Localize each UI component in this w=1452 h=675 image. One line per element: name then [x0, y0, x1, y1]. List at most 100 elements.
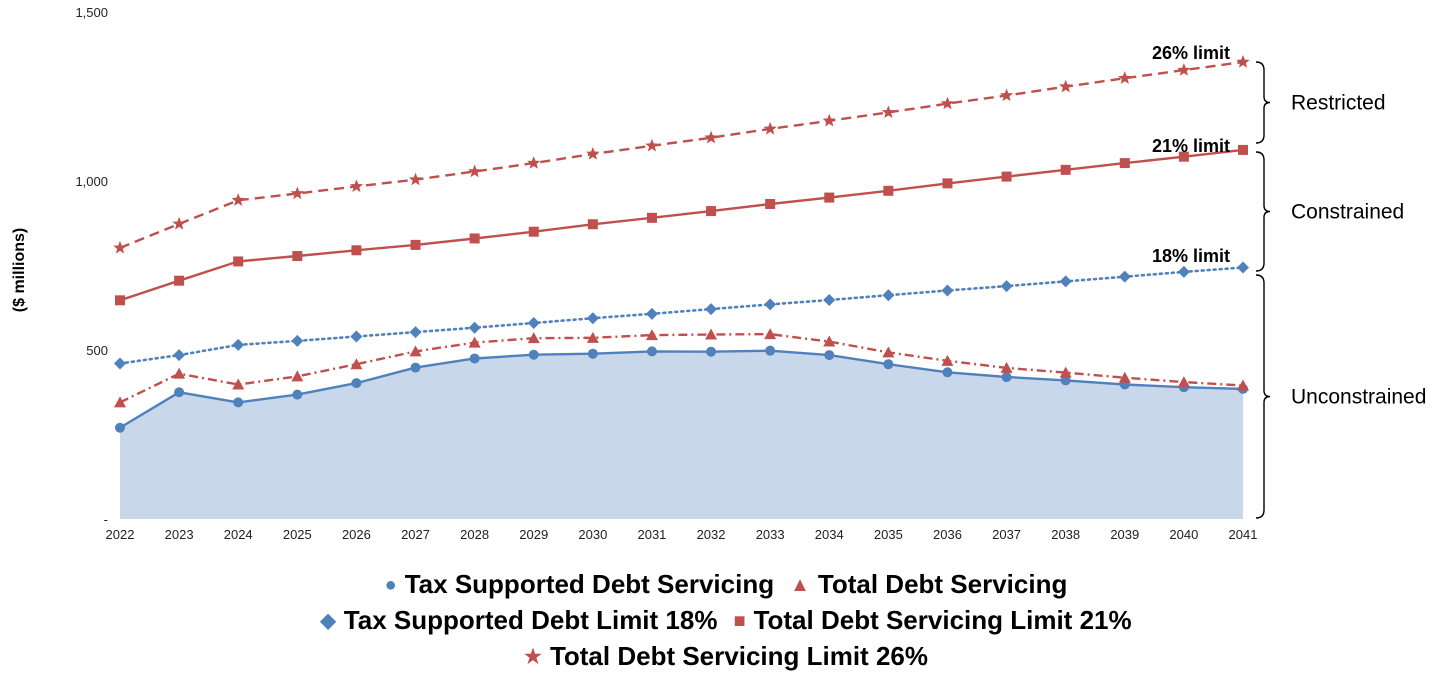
data-point-total-debt-servicing-limit-21: [1178, 151, 1189, 162]
data-point-tax-supported-debt-limit-18: [882, 289, 895, 302]
data-point-tax-supported-debt-limit-18: [1118, 270, 1131, 283]
data-point-tax-supported-debt-limit-18: [1237, 261, 1249, 274]
data-point-total-debt-servicing: [232, 378, 245, 390]
x-tick-label: 2040: [1169, 527, 1198, 542]
data-point-total-debt-servicing-limit-26: [999, 88, 1014, 102]
series-line-tax-supported-debt-servicing: [119, 349, 1244, 429]
data-point-tax-supported-debt-limit-18: [823, 293, 836, 306]
data-point-tax-supported-debt-limit-18: [114, 357, 126, 370]
data-point-tax-supported-debt-servicing: [824, 350, 835, 361]
legend-label: Tax Supported Debt Servicing: [404, 569, 775, 599]
data-point-tax-supported-debt-servicing: [1060, 375, 1071, 386]
data-point-total-debt-servicing: [527, 332, 540, 344]
data-point-total-debt-servicing-limit-21: [706, 206, 717, 217]
series-line-total-debt-servicing-limit-26: [119, 60, 1244, 250]
bracket-constrained: [1255, 151, 1271, 272]
data-point-total-debt-servicing: [823, 335, 836, 347]
data-point-total-debt-servicing: [409, 345, 422, 357]
data-point-total-debt-servicing-limit-21: [765, 198, 776, 209]
data-point-tax-supported-debt-servicing: [233, 397, 244, 408]
legend-marker-icon: ▲: [790, 574, 810, 596]
data-point-total-debt-servicing-limit-26: [231, 193, 245, 206]
data-point-total-debt-servicing: [1118, 371, 1131, 383]
legend-item: ★ Total Debt Servicing Limit 26%: [524, 638, 928, 675]
legend-marker-icon: ●: [384, 574, 397, 596]
data-point-tax-supported-debt-limit-18: [350, 330, 363, 343]
y-tick-label: 500: [86, 343, 108, 358]
data-point-tax-supported-debt-limit-18: [291, 334, 304, 347]
area-layer: [120, 350, 1243, 519]
data-point-total-debt-servicing-limit-26: [290, 186, 304, 200]
legend-marker-icon: ★: [524, 646, 542, 668]
legend-item: ● Tax Supported Debt Servicing: [385, 566, 774, 603]
legend-row: ◆ Tax Supported Debt Limit 18% ■ Total Debt…: [0, 602, 1452, 638]
data-point-total-debt-servicing-limit-26: [527, 156, 541, 169]
legend-marker-icon: ■: [733, 610, 746, 632]
series-line-tax-supported-debt-limit-18: [118, 266, 1245, 365]
marker-layer: [113, 55, 1250, 433]
series-line-total-debt-servicing-limit-21: [119, 148, 1244, 302]
legend-item: ■ Total Debt Servicing Limit 21%: [733, 602, 1131, 639]
y-tick-label: 1,000: [75, 174, 108, 189]
limit-label: 26% limit: [1152, 43, 1230, 63]
x-tick-label: 2032: [697, 527, 726, 542]
data-point-total-debt-servicing-limit-26: [408, 172, 423, 186]
bracket-label: Unconstrained: [1291, 386, 1426, 409]
series-line-total-debt-servicing: [119, 332, 1244, 404]
data-point-total-debt-servicing: [350, 358, 363, 370]
data-point-total-debt-servicing-limit-26: [1236, 55, 1250, 68]
data-point-total-debt-servicing-limit-21: [292, 251, 303, 262]
data-point-total-debt-servicing-limit-21: [646, 212, 657, 223]
data-point-tax-supported-debt-servicing: [469, 353, 480, 364]
legend-item: ◆ Tax Supported Debt Limit 18%: [320, 602, 717, 639]
data-point-total-debt-servicing-limit-21: [587, 219, 598, 230]
data-point-tax-supported-debt-servicing: [351, 378, 362, 389]
data-point-tax-supported-debt-limit-18: [764, 298, 777, 311]
y-tick-label: 1,500: [75, 5, 108, 20]
x-tick-label: 2033: [756, 527, 785, 542]
data-point-tax-supported-debt-servicing: [942, 367, 953, 378]
data-point-tax-supported-debt-limit-18: [1000, 280, 1013, 293]
x-tick-label: 2029: [519, 527, 548, 542]
legend-row: ★ Total Debt Servicing Limit 26%: [0, 638, 1452, 674]
legend-row: ● Tax Supported Debt Servicing ▲ Total Debt…: [0, 566, 1452, 602]
axis-layer: - 500 1,000 1,500 ($ millions) 2022 2023 2024 20…: [11, 5, 1257, 542]
x-tick-label: 2028: [460, 527, 489, 542]
data-point-total-debt-servicing-limit-26: [822, 113, 836, 127]
data-point-tax-supported-debt-limit-18: [705, 303, 718, 316]
data-point-total-debt-servicing-limit-26: [468, 164, 482, 178]
data-point-tax-supported-debt-servicing: [706, 346, 717, 357]
legend-item: ▲ Total Debt Servicing: [790, 566, 1067, 603]
data-point-total-debt-servicing-limit-26: [113, 240, 127, 254]
data-point-total-debt-servicing-limit-21: [1001, 171, 1012, 182]
x-tick-label: 2037: [992, 527, 1021, 542]
data-point-total-debt-servicing-limit-21: [528, 226, 539, 237]
x-tick-label: 2031: [637, 527, 666, 542]
data-point-tax-supported-debt-servicing: [528, 349, 539, 360]
x-tick-label: 2041: [1229, 527, 1258, 542]
data-point-total-debt-servicing-limit-26: [763, 121, 777, 135]
data-point-total-debt-servicing-limit-26: [940, 96, 955, 110]
data-point-tax-supported-debt-limit-18: [645, 307, 658, 320]
data-point-total-debt-servicing-limit-21: [351, 245, 362, 256]
data-point-tax-supported-debt-servicing: [883, 359, 894, 370]
data-point-tax-supported-debt-servicing: [115, 422, 125, 433]
data-point-tax-supported-debt-limit-18: [232, 338, 245, 351]
x-tick-label: 2036: [933, 527, 962, 542]
data-point-total-debt-servicing-limit-26: [881, 105, 895, 118]
data-point-total-debt-servicing-limit-21: [410, 239, 421, 250]
legend-label: Tax Supported Debt Limit 18%: [343, 605, 718, 635]
data-point-tax-supported-debt-limit-18: [1059, 275, 1072, 288]
data-point-total-debt-servicing: [645, 329, 658, 341]
legend-label: Total Debt Servicing Limit 26%: [549, 641, 928, 671]
data-point-tax-supported-debt-limit-18: [409, 326, 422, 339]
data-point-total-debt-servicing-limit-21: [1119, 158, 1130, 169]
data-point-total-debt-servicing-limit-26: [704, 130, 718, 144]
y-axis-title: ($ millions): [11, 228, 28, 312]
x-tick-label: 2035: [874, 527, 903, 542]
data-point-tax-supported-debt-servicing: [292, 389, 303, 400]
data-point-tax-supported-debt-servicing: [587, 348, 598, 359]
data-point-total-debt-servicing: [173, 367, 186, 379]
data-point-total-debt-servicing: [705, 328, 718, 340]
